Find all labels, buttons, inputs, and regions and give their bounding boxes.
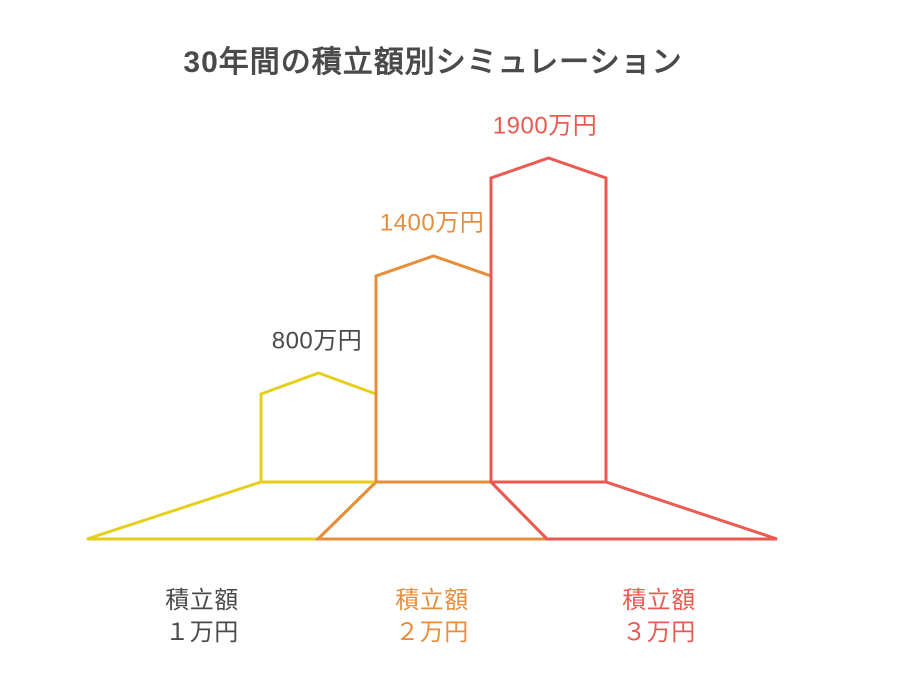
- category-label-3man-line2: ３万円: [622, 619, 696, 646]
- value-label-1man: 800万円: [271, 327, 363, 355]
- category-label-3man: 積立額 ３万円: [622, 585, 696, 649]
- category-label-2man-line2: ２万円: [395, 619, 469, 646]
- floor-panel-3man: [487, 480, 778, 541]
- category-label-1man-line2: １万円: [165, 619, 239, 646]
- value-label-3man: 1900万円: [492, 112, 598, 140]
- floor-panel-1man: [86, 480, 380, 541]
- category-label-1man-line1: 積立額: [165, 587, 239, 614]
- pillar-1man: [259, 371, 378, 484]
- floor-panel-2man: [314, 480, 551, 541]
- category-label-1man: 積立額 １万円: [165, 585, 239, 649]
- category-label-2man-line1: 積立額: [395, 587, 469, 614]
- category-label-2man: 積立額 ２万円: [395, 585, 469, 649]
- value-label-2man: 1400万円: [379, 209, 485, 237]
- chart-title: 30年間の積立額別シミュレーション: [183, 46, 683, 79]
- category-label-3man-line1: 積立額: [622, 587, 696, 614]
- pillar-2man: [374, 254, 493, 484]
- pillar-3man: [489, 156, 608, 484]
